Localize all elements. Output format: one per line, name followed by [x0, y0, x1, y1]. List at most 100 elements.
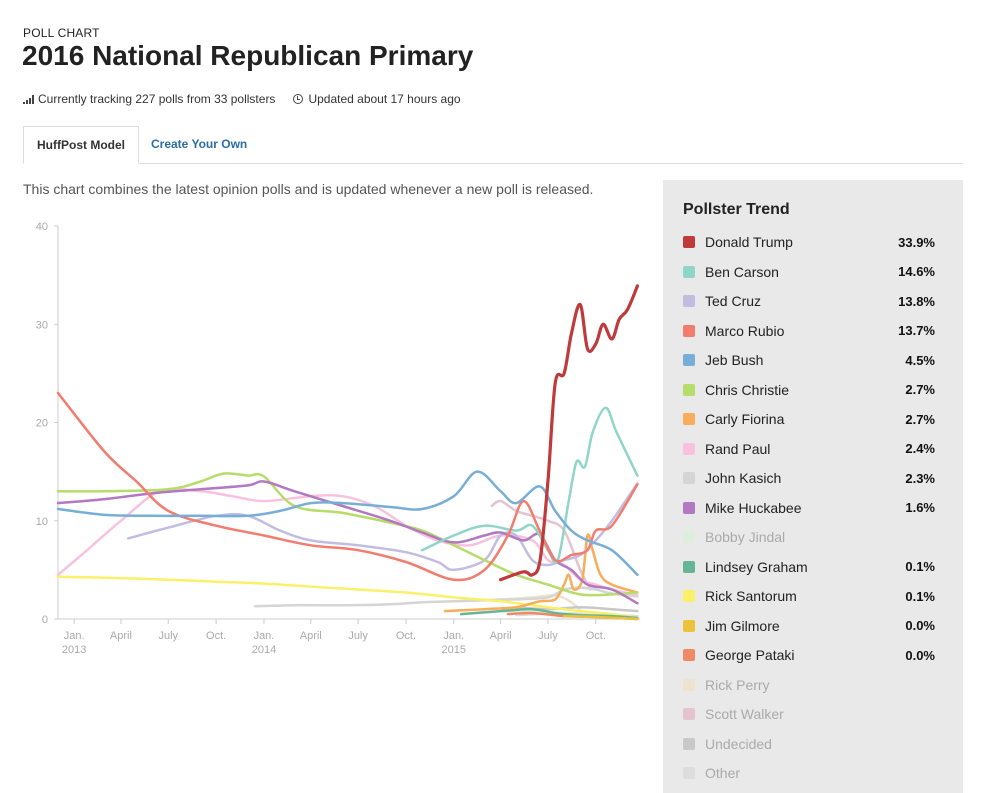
legend-value: 2.7%	[905, 382, 935, 397]
poll-chart: 0 10 20 30 40 Jan. 2013 April July Oct. Jan. 2014 A…	[36, 221, 640, 656]
legend-item[interactable]: Rand Paul 2.4%	[683, 439, 935, 459]
legend-item[interactable]: Scott Walker	[683, 704, 935, 724]
series-line-scott-walker[interactable]	[490, 499, 592, 591]
series-line-mike-huckabee[interactable]	[56, 480, 639, 605]
x-tick-year: 2015	[442, 644, 466, 656]
legend-item[interactable]: Donald Trump 33.9%	[683, 232, 935, 252]
legend-value: 33.9%	[898, 234, 935, 250]
series-line-jim-gilmore[interactable]	[562, 614, 639, 621]
chart-tabs: HuffPost Model Create Your Own	[23, 126, 963, 164]
series-line-rick-santorum[interactable]	[56, 575, 639, 620]
legend-name: Marco Rubio	[705, 322, 785, 339]
x-tick-label: Jan.	[254, 630, 275, 642]
x-tick-label: Jan.	[64, 630, 85, 642]
series-line-marco-rubio[interactable]	[56, 391, 639, 582]
legend-swatch	[683, 767, 695, 779]
legend-item[interactable]: Lindsey Graham 0.1%	[683, 557, 935, 577]
legend-item[interactable]: Other	[683, 763, 935, 783]
y-tick-label: 30	[36, 319, 48, 331]
legend-item[interactable]: Undecided	[683, 734, 935, 754]
legend-swatch	[683, 531, 695, 543]
tracking-text: Currently tracking 227 polls from 33 pol…	[38, 92, 276, 106]
legend-name: Ted Cruz	[705, 293, 762, 309]
series-line-carly-fiorina[interactable]	[443, 533, 639, 613]
legend-item[interactable]: Jim Gilmore 0.0%	[683, 616, 935, 636]
legend-name: Mike Huckabee	[705, 499, 802, 516]
legend-name: Donald Trump	[705, 234, 793, 250]
series-line-lindsey-graham[interactable]	[459, 607, 639, 620]
tab-huffpost-model[interactable]: HuffPost Model	[23, 126, 139, 164]
legend-value: 2.7%	[905, 411, 935, 427]
legend-item[interactable]: Ben Carson 14.6%	[683, 262, 935, 282]
legend-swatch	[683, 442, 695, 455]
legend-swatch	[683, 265, 695, 278]
legend-swatch	[683, 501, 695, 514]
x-tick-label: April	[490, 630, 512, 642]
legend-value: 4.5%	[905, 352, 935, 368]
x-axis: Jan. 2013 April July Oct. Jan. 2014 April July Oc…	[58, 618, 640, 656]
x-tick-label: Oct.	[586, 630, 606, 642]
legend-value: 2.4%	[905, 441, 935, 456]
page-kicker: POLL CHART	[23, 26, 100, 40]
x-tick-label: July	[348, 630, 368, 642]
legend-item[interactable]: Chris Christie 2.7%	[683, 380, 935, 400]
legend-item[interactable]: Mike Huckabee 1.6%	[683, 498, 935, 518]
series-line-donald-trump[interactable]	[499, 284, 639, 582]
x-tick-year: 2013	[62, 644, 86, 656]
legend-name: John Kasich	[705, 470, 782, 486]
legend-swatch	[683, 324, 695, 337]
legend-swatch	[683, 413, 695, 425]
x-tick-label: April	[110, 630, 132, 642]
legend-name: Jeb Bush	[705, 352, 764, 368]
legend-swatch	[683, 708, 695, 720]
series-line-jeb-bush[interactable]	[56, 470, 639, 577]
legend-title: Pollster Trend	[683, 201, 790, 218]
legend-name: Chris Christie	[705, 381, 790, 398]
legend-item[interactable]: Ted Cruz 13.8%	[683, 291, 935, 311]
x-tick-year: 2014	[252, 644, 276, 656]
legend-swatch	[683, 472, 695, 484]
y-tick-label: 40	[36, 221, 48, 233]
legend-item[interactable]: Rick Santorum 0.1%	[683, 586, 935, 606]
legend-item[interactable]: Jeb Bush 4.5%	[683, 350, 935, 370]
updated-info: Updated about 17 hours ago	[293, 92, 461, 106]
legend-item[interactable]: George Pataki 0.0%	[683, 645, 935, 665]
legend-name: Undecided	[705, 735, 772, 752]
x-tick-label: July	[538, 630, 558, 642]
legend-swatch	[683, 236, 695, 248]
legend-value: 13.8%	[898, 293, 935, 309]
series-line-chris-christie[interactable]	[56, 472, 639, 597]
legend-item[interactable]: Bobby Jindal	[683, 527, 935, 547]
legend-item[interactable]: Rick Perry	[683, 675, 935, 695]
clock-icon	[293, 94, 304, 104]
legend-swatch	[683, 678, 695, 691]
legend-value: 0.1%	[905, 559, 935, 574]
legend-swatch	[683, 295, 695, 307]
tab-create-your-own[interactable]: Create Your Own	[151, 137, 248, 151]
legend-value: 0.1%	[905, 588, 935, 604]
tracking-info: Currently tracking 227 polls from 33 pol…	[23, 92, 275, 106]
legend-value: 14.6%	[898, 264, 935, 279]
y-axis: 0 10 20 30 40	[36, 221, 59, 626]
y-tick-label: 10	[36, 516, 48, 528]
x-tick-label: Jan.	[443, 630, 464, 642]
legend-swatch	[683, 383, 695, 396]
chart-description: This chart combines the latest opinion p…	[23, 181, 594, 197]
y-tick-label: 0	[42, 614, 48, 626]
legend-name: Other	[705, 765, 741, 781]
x-tick-label: Oct.	[396, 630, 416, 642]
legend-item[interactable]: Carly Fiorina 2.7%	[683, 409, 935, 429]
updated-text: Updated about 17 hours ago	[308, 92, 461, 106]
legend-name: Jim Gilmore	[705, 617, 780, 634]
legend-name: Rick Santorum	[705, 588, 797, 604]
series-lines	[56, 284, 639, 621]
signal-bars-icon	[23, 94, 34, 104]
page-title: 2016 National Republican Primary	[22, 40, 474, 71]
series-line-john-kasich[interactable]	[253, 586, 639, 608]
legend-name: Lindsey Graham	[705, 558, 808, 575]
legend-item[interactable]: Marco Rubio 13.7%	[683, 321, 935, 341]
legend-name: George Pataki	[705, 647, 795, 663]
series-line-ben-carson[interactable]	[420, 406, 639, 565]
legend-item[interactable]: John Kasich 2.3%	[683, 468, 935, 488]
legend-name: Scott Walker	[705, 706, 784, 722]
